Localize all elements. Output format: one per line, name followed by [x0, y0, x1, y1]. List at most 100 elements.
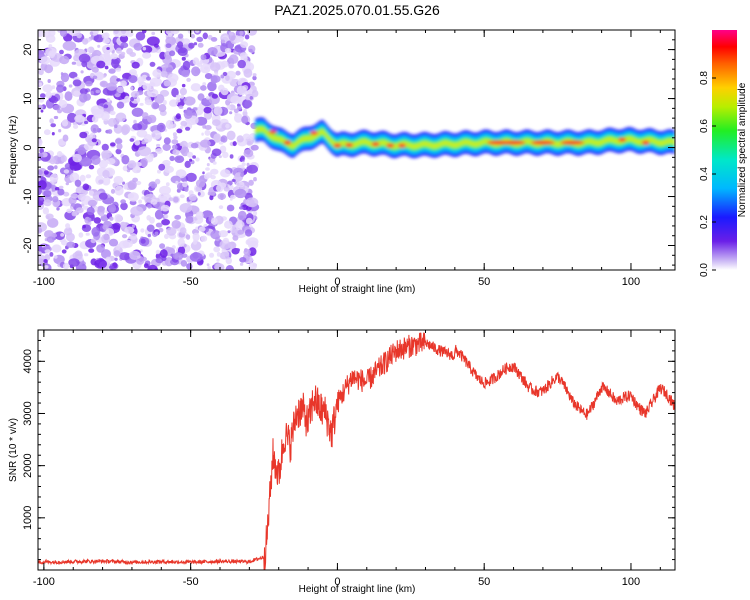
noise-speckle — [237, 210, 247, 221]
noise-speckle — [181, 69, 190, 78]
noise-speckle — [72, 251, 83, 260]
noise-speckle — [101, 233, 111, 244]
noise-speckle — [203, 106, 212, 114]
noise-speckle — [214, 263, 225, 270]
noise-speckle — [165, 119, 174, 130]
noise-speckle — [142, 52, 152, 59]
noise-speckle — [152, 69, 162, 78]
noise-speckle — [74, 114, 85, 123]
noise-speckle — [60, 72, 70, 83]
noise-speckle — [66, 208, 73, 214]
noise-speckle — [98, 159, 108, 169]
noise-speckle — [87, 199, 97, 207]
noise-speckle — [225, 257, 232, 265]
x-tick-label: -100 — [33, 276, 55, 288]
noise-speckle — [90, 124, 100, 134]
noise-speckle — [237, 229, 244, 235]
noise-speckle — [127, 193, 135, 199]
noise-speckle — [77, 146, 86, 155]
noise-speckle — [124, 226, 135, 234]
noise-speckle — [161, 71, 168, 78]
noise-speckle — [59, 55, 70, 65]
noise-speckle — [61, 249, 67, 254]
noise-speckle — [140, 157, 148, 168]
noise-speckle — [91, 226, 100, 237]
noise-speckle — [60, 233, 65, 237]
noise-speckle — [49, 173, 59, 183]
noise-speckle — [211, 148, 222, 157]
noise-speckle — [231, 229, 239, 237]
noise-speckle — [224, 47, 232, 54]
noise-speckle — [213, 106, 223, 116]
noise-speckle — [92, 75, 98, 80]
noise-speckle — [177, 182, 184, 191]
noise-speckle — [229, 197, 233, 201]
noise-speckle — [88, 248, 95, 253]
noise-speckle — [220, 74, 225, 79]
snr-panel: -100 -50 0 50 100 1000 2000 3000 4000 Height of… — [8, 329, 676, 595]
noise-speckle — [236, 135, 244, 143]
noise-speckle — [131, 224, 136, 229]
noise-speckle — [210, 62, 221, 72]
noise-speckle — [205, 172, 213, 179]
noise-speckle — [136, 129, 148, 138]
noise-speckle — [172, 144, 178, 150]
noise-speckle — [48, 44, 53, 48]
noise-speckle — [240, 155, 245, 161]
colorbar-tick-label: 0.6 — [699, 119, 710, 133]
noise-speckle — [43, 265, 49, 269]
noise-speckle — [85, 80, 93, 87]
noise-speckle — [195, 179, 206, 188]
noise-speckle — [43, 199, 52, 207]
noise-speckle — [38, 227, 43, 234]
noise-speckle — [237, 106, 242, 110]
noise-speckle — [137, 146, 152, 157]
noise-speckle — [80, 70, 84, 74]
noise-speckle — [66, 241, 76, 248]
noise-speckle — [196, 36, 204, 43]
noise-speckle — [94, 259, 107, 269]
noise-speckle — [206, 163, 210, 167]
noise-speckle — [118, 240, 130, 249]
noise-speckle — [39, 196, 44, 201]
noise-speckle — [174, 214, 182, 220]
noise-speckle — [86, 48, 90, 52]
y-tick-label: -10 — [22, 189, 34, 205]
noise-speckle — [159, 243, 166, 249]
noise-speckle — [185, 215, 194, 224]
x-tick-label: -100 — [33, 576, 55, 588]
ridge-hotspot — [283, 140, 292, 145]
noise-speckle — [49, 252, 54, 257]
noise-speckle — [51, 132, 55, 136]
noise-speckle — [193, 215, 204, 225]
noise-speckle — [91, 115, 99, 123]
noise-speckle — [58, 99, 68, 108]
noise-speckle — [222, 237, 229, 244]
noise-speckle — [108, 238, 119, 247]
noise-speckle — [175, 113, 181, 120]
noise-speckle — [211, 93, 218, 99]
noise-speckle — [166, 227, 177, 236]
colorbar-tick-label: 0.8 — [699, 71, 710, 85]
noise-speckle — [239, 257, 247, 263]
noise-speckle — [115, 47, 122, 54]
noise-speckle — [116, 101, 125, 109]
noise-speckle — [173, 135, 178, 140]
noise-speckle — [91, 138, 97, 143]
noise-speckle — [101, 32, 109, 40]
noise-speckle — [248, 262, 257, 270]
noise-speckle — [153, 153, 157, 157]
noise-speckle — [210, 230, 222, 240]
noise-speckle — [180, 120, 188, 127]
noise-speckle — [202, 32, 208, 40]
noise-speckle — [228, 54, 239, 64]
noise-speckle — [235, 70, 241, 76]
noise-speckle — [192, 57, 200, 66]
noise-speckle — [180, 125, 184, 130]
noise-speckle — [68, 71, 78, 79]
noise-speckle — [179, 87, 187, 96]
noise-speckle — [96, 244, 105, 253]
noise-speckle — [177, 33, 184, 39]
noise-speckle — [228, 241, 237, 249]
